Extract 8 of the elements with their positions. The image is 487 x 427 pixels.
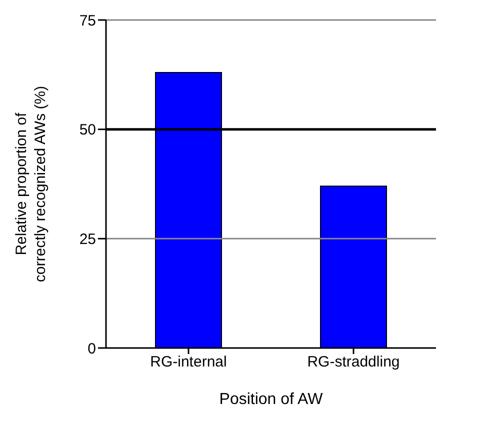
y-tick-label: 75: [79, 12, 96, 30]
x-tick-label: RG-straddling: [307, 354, 400, 371]
x-axis-title: Position of AW: [219, 391, 324, 408]
y-tick-label: 50: [79, 122, 96, 139]
y-axis-title: Relative proportion of correctly recognized AWs (%): [13, 86, 49, 282]
y-tick-label: 25: [79, 230, 96, 248]
x-tick-label: RG-internal: [150, 354, 227, 371]
y-tick-label: 0: [88, 340, 96, 358]
